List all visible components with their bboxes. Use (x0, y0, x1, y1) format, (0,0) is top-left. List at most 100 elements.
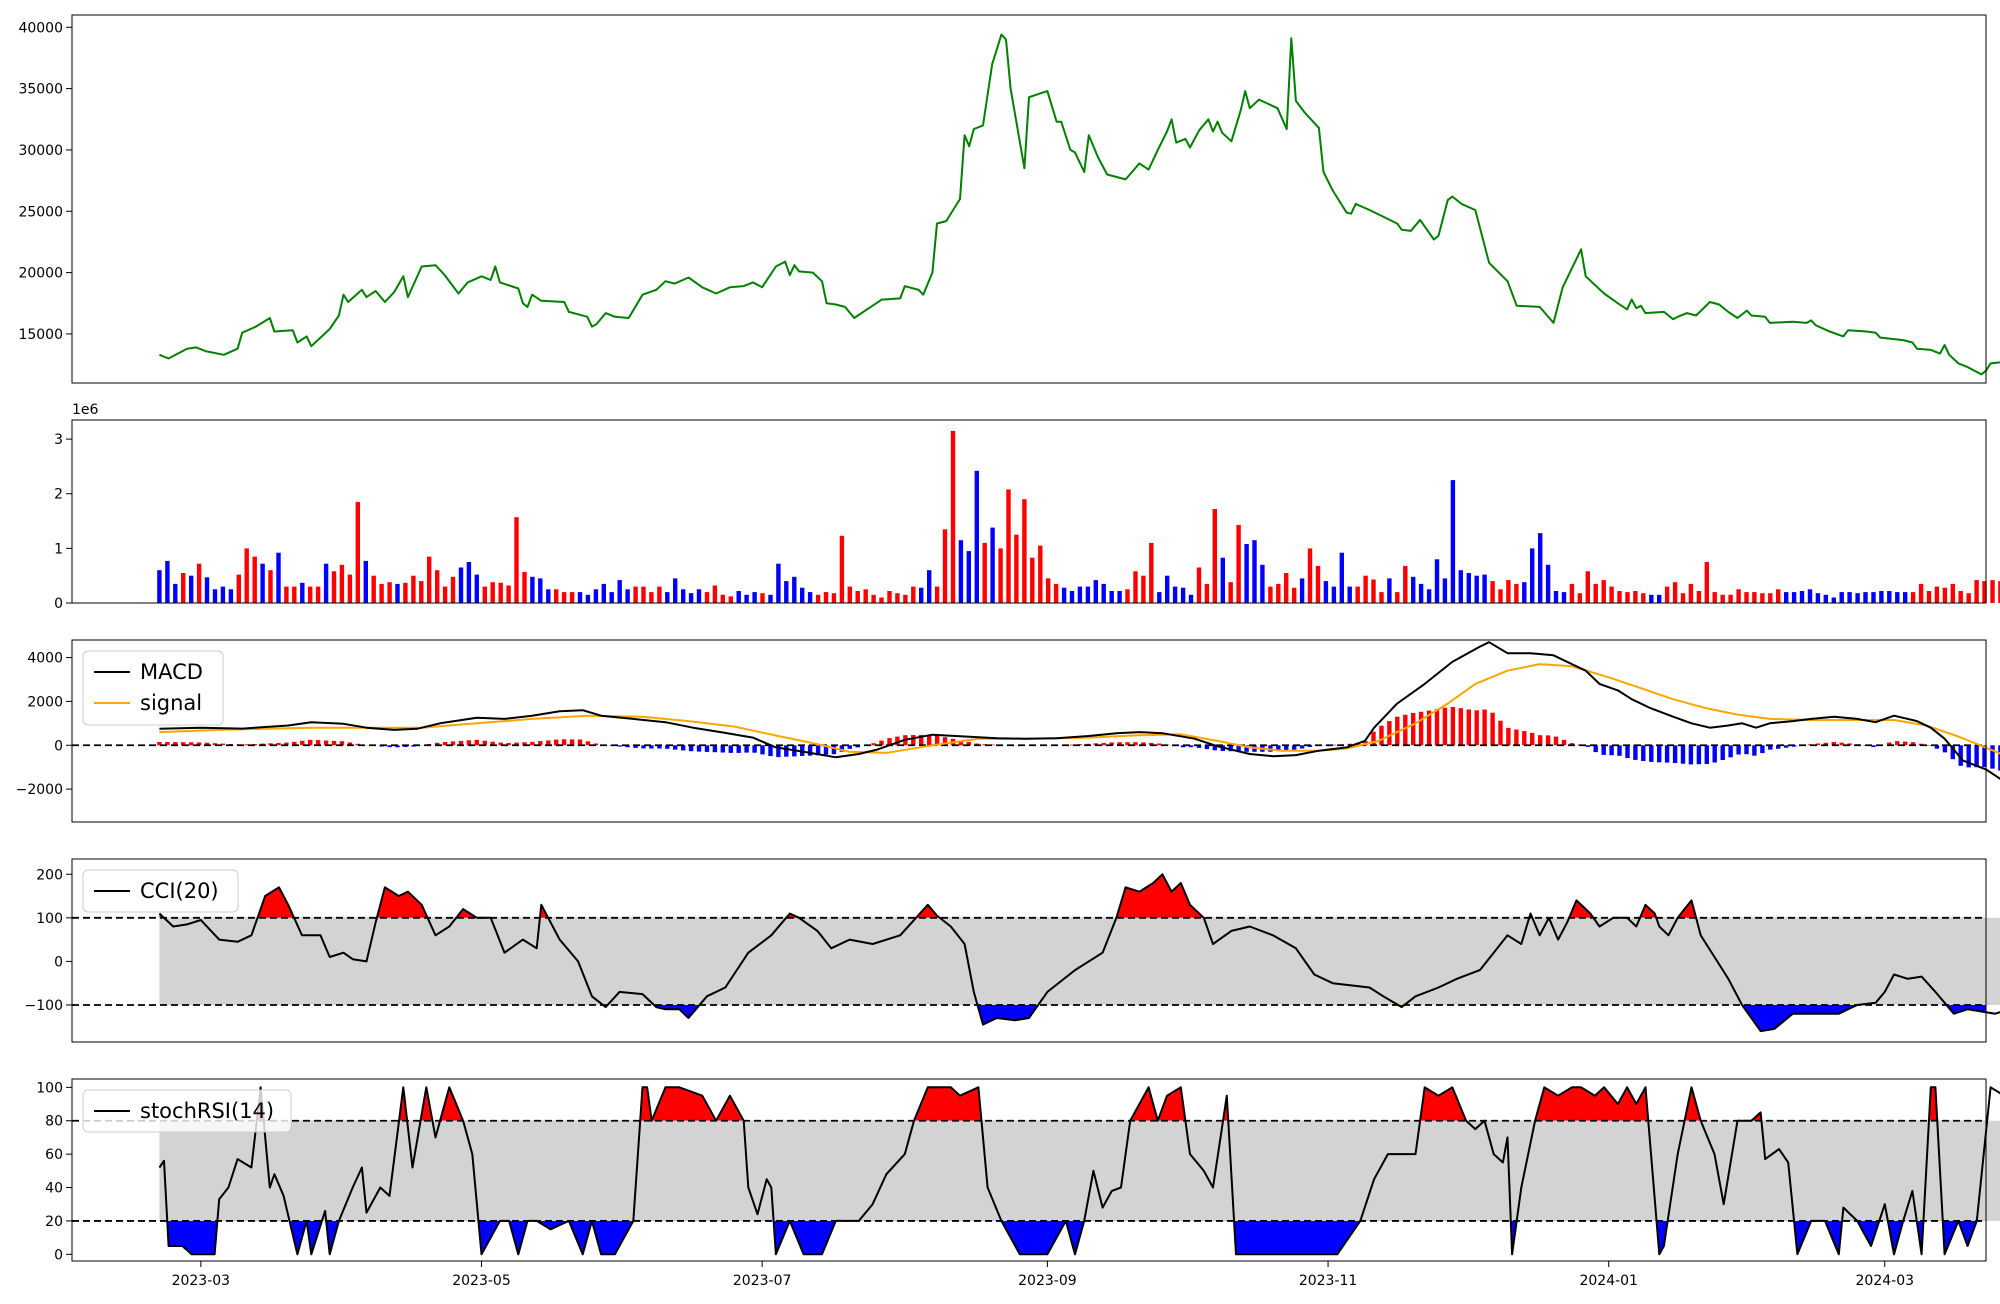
volume-bar (848, 587, 852, 603)
price-ytick-label: 15000 (18, 327, 63, 343)
volume-bar (752, 592, 756, 603)
volume-bar (1006, 489, 1010, 603)
volume-bar (1617, 591, 1621, 603)
volume-bar (832, 593, 836, 603)
volume-bar (1443, 578, 1447, 603)
volume-bar (856, 591, 860, 603)
macd-histogram-bar (689, 745, 693, 751)
volume-bar (1594, 584, 1598, 603)
volume-bar (483, 587, 487, 603)
volume-bar (1054, 584, 1058, 603)
volume-bar (983, 543, 987, 603)
volume-bar (998, 548, 1002, 603)
x-tick-label: 2024-01 (1579, 1273, 1638, 1289)
volume-bar (538, 578, 542, 603)
volume-bar (705, 592, 709, 603)
volume-bar (1435, 559, 1439, 603)
x-tick-label: 2023-03 (172, 1273, 231, 1289)
volume-bar (1046, 578, 1050, 603)
volume-bar (1363, 576, 1367, 603)
volume-bar (1736, 589, 1740, 603)
volume-offset-text: 1e6 (72, 402, 99, 418)
cci-ytick-label: 0 (54, 954, 63, 970)
volume-bar (737, 591, 741, 603)
volume-bar (1173, 587, 1177, 603)
price-ytick-label: 30000 (18, 143, 63, 159)
volume-bar (1490, 581, 1494, 603)
volume-bar (1554, 591, 1558, 603)
macd-histogram-bar (729, 745, 733, 753)
macd-histogram-bar (1602, 745, 1606, 755)
macd-histogram-bar (1649, 745, 1653, 762)
volume-bar (1800, 591, 1804, 603)
volume-bar (1379, 592, 1383, 603)
volume-bar (1022, 499, 1026, 603)
volume-bar (1816, 593, 1820, 603)
volume-bar (1522, 582, 1526, 603)
volume-bar (1879, 591, 1883, 603)
volume-bar (189, 576, 193, 603)
volume-bar (665, 592, 669, 603)
volume-ytick-label: 3 (54, 432, 63, 448)
volume-bar (1467, 573, 1471, 603)
volume-bar (864, 589, 868, 603)
stochrsi-ytick-label: 20 (45, 1214, 63, 1230)
macd-histogram-bar (332, 741, 336, 745)
macd-histogram-bar (705, 745, 709, 752)
volume-bar (784, 581, 788, 603)
volume-bar (657, 587, 661, 603)
volume-bar (276, 553, 280, 603)
macd-histogram-bar (1546, 735, 1550, 745)
volume-bar (1943, 588, 1947, 603)
volume-bar (1403, 566, 1407, 603)
macd-histogram-bar (1459, 708, 1463, 745)
macd-histogram-bar (721, 745, 725, 752)
macd-histogram-bar (1379, 726, 1383, 746)
macd-histogram-bar (1673, 745, 1677, 763)
volume-bar (1149, 543, 1153, 603)
volume-bar (1689, 584, 1693, 603)
volume-bar (1903, 592, 1907, 603)
stochrsi-ytick-label: 80 (45, 1114, 63, 1130)
volume-ytick-label: 0 (54, 596, 63, 612)
macd-histogram-bar (1760, 745, 1764, 753)
volume-bar (229, 589, 233, 603)
volume-bar (1530, 548, 1534, 603)
volume-bar (1197, 568, 1201, 604)
macd-histogram-bar (1721, 745, 1725, 760)
volume-bar (522, 572, 526, 603)
macd-ytick-label: −2000 (16, 782, 63, 798)
volume-bar (530, 577, 534, 603)
volume-bar (1514, 584, 1518, 603)
volume-bar (594, 589, 598, 603)
volume-bar (316, 587, 320, 603)
volume-bar (324, 564, 328, 603)
macd-histogram-bar (713, 745, 717, 752)
volume-bar (760, 593, 764, 603)
volume-bar (181, 573, 185, 603)
volume-bar (467, 562, 471, 603)
stochrsi-ytick-label: 100 (36, 1080, 63, 1096)
volume-bar (1681, 593, 1685, 603)
volume-bar (768, 595, 772, 603)
volume-bar (1895, 592, 1899, 603)
cci-ytick-label: 100 (36, 911, 63, 927)
volume-bar (1205, 584, 1209, 603)
volume-bar (1927, 591, 1931, 603)
volume-bar (578, 592, 582, 603)
volume-ytick-label: 2 (54, 487, 63, 503)
macd-histogram-bar (1633, 745, 1637, 760)
stochrsi-legend-label: stochRSI(14) (140, 1099, 274, 1123)
macd-histogram-bar (1752, 745, 1756, 755)
volume-bar (1673, 582, 1677, 603)
volume-bar (1498, 589, 1502, 603)
volume-bar (395, 584, 399, 603)
volume-bar (744, 595, 748, 603)
volume-bar (1308, 548, 1312, 603)
volume-bar (959, 540, 963, 603)
volume-bar (610, 592, 614, 603)
macd-histogram-bar (1403, 715, 1407, 746)
volume-bar (1919, 584, 1923, 603)
volume-bar (1633, 591, 1637, 603)
volume-bar (975, 471, 979, 603)
